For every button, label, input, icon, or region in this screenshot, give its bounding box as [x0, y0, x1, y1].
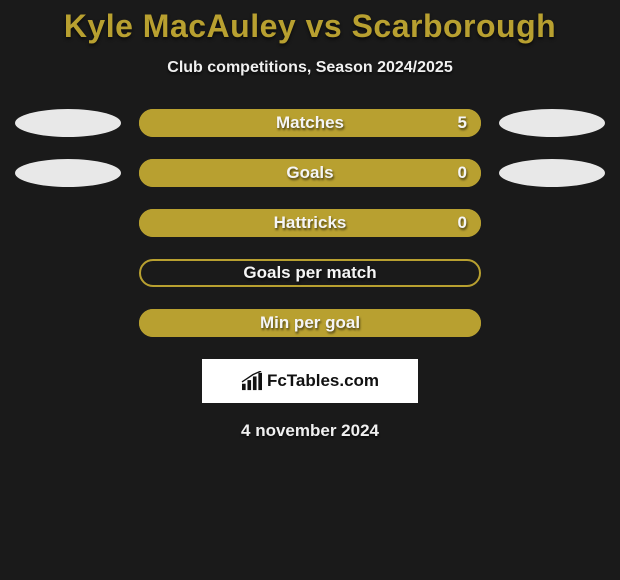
subtitle: Club competitions, Season 2024/2025	[0, 59, 620, 77]
bar-value: 0	[458, 213, 467, 233]
bar-value: 0	[458, 163, 467, 183]
date-label: 4 november 2024	[0, 421, 620, 441]
bar-label: Goals per match	[243, 263, 376, 283]
oval-right	[499, 109, 605, 137]
oval-right	[499, 159, 605, 187]
stat-row: Matches 5	[0, 109, 620, 137]
stat-bar: Hattricks 0	[139, 209, 481, 237]
stat-rows: Matches 5 Goals 0 Hattricks 0 Goals per match M…	[0, 109, 620, 337]
chart-icon	[241, 371, 263, 391]
bar-value: 5	[458, 113, 467, 133]
stat-row: Min per goal	[0, 309, 620, 337]
stat-row: Goals 0	[0, 159, 620, 187]
bar-label: Matches	[276, 113, 344, 133]
bar-label: Goals	[286, 163, 333, 183]
stats-widget: Kyle MacAuley vs Scarborough Club compet…	[0, 0, 620, 441]
brand-label: FcTables.com	[267, 371, 379, 391]
brand-box[interactable]: FcTables.com	[202, 359, 418, 403]
stat-row: Hattricks 0	[0, 209, 620, 237]
oval-left	[15, 159, 121, 187]
stat-bar: Min per goal	[139, 309, 481, 337]
stat-bar: Goals 0	[139, 159, 481, 187]
bar-label: Hattricks	[274, 213, 347, 233]
page-title: Kyle MacAuley vs Scarborough	[0, 8, 620, 45]
stat-bar: Matches 5	[139, 109, 481, 137]
oval-left	[15, 109, 121, 137]
stat-bar: Goals per match	[139, 259, 481, 287]
bar-label: Min per goal	[260, 313, 360, 333]
stat-row: Goals per match	[0, 259, 620, 287]
